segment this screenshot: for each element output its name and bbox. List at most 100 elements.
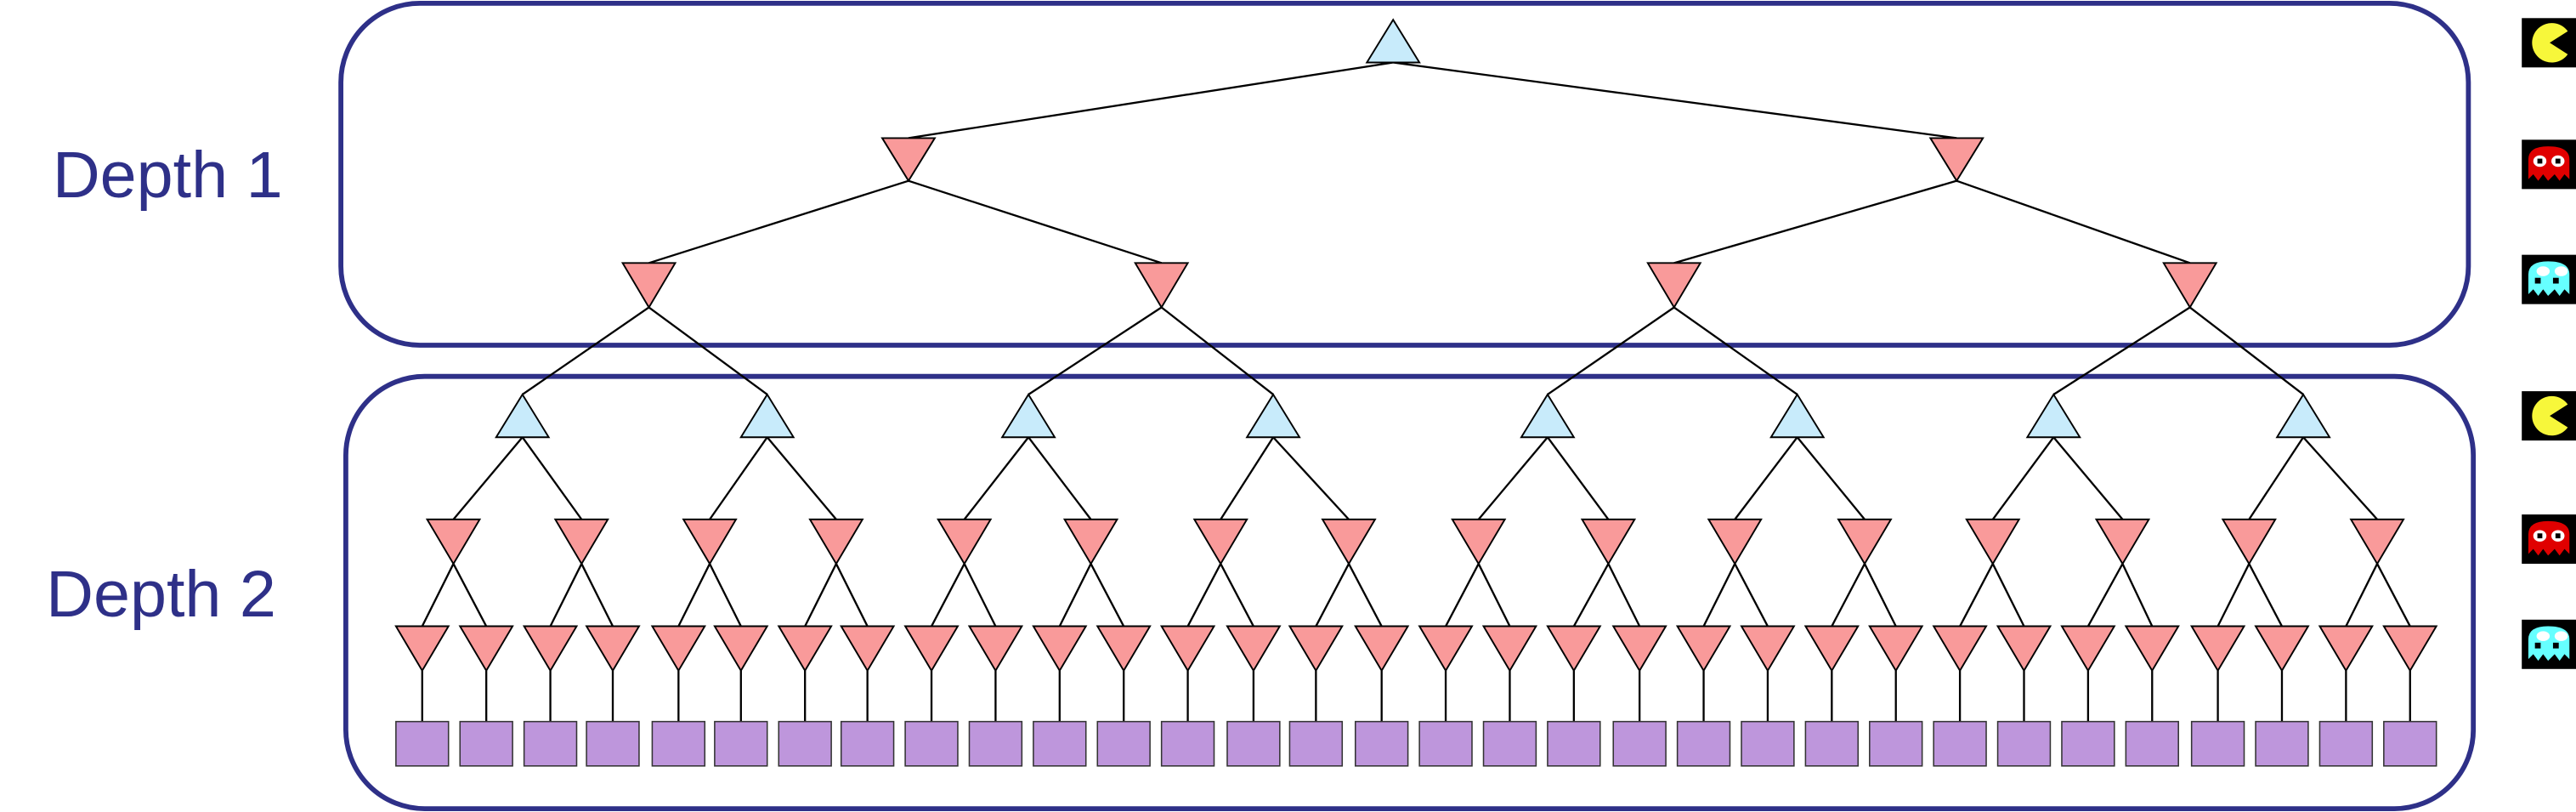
min-node-triangle [1354,625,1410,673]
depth-2-box [343,373,2477,811]
min-node-triangle [682,518,738,565]
tree-edge [1991,563,2025,627]
min-node-triangle [808,518,864,565]
min-node-triangle [2254,625,2310,673]
min-node-triangle [713,625,769,673]
leaf-node-square [1869,720,1923,767]
depth-1-label: Depth 1 [53,139,283,212]
tree-edge [1607,563,1641,627]
tree-edge [908,61,1394,139]
tree-edge [1477,436,1548,520]
min-node-triangle [777,625,833,673]
max-node-triangle [739,393,795,439]
tree-edge [1547,306,1675,395]
min-node-triangle [1996,625,2052,673]
pacman-icon [2522,391,2576,441]
tree-edge [1831,563,1866,627]
leaf-node-square [1226,720,1281,767]
max-node-triangle [2025,393,2081,439]
leaf-node-square [1096,720,1151,767]
tree-edge [908,179,1163,264]
min-node-triangle [2382,625,2438,673]
tree-edge [1160,306,1274,395]
tree-edge [1734,436,1798,520]
min-node-triangle [1226,625,1282,673]
max-node-triangle [1520,393,1576,439]
tree-edge [931,563,965,627]
max-node-triangle [1000,393,1056,439]
leaf-node-square [1741,720,1795,767]
tree-edge [2248,563,2284,627]
tree-edge [648,179,909,264]
min-node-triangle [522,625,579,673]
min-node-triangle [394,625,450,673]
tree-edges [421,61,2411,722]
cyan-ghost-icon [2522,619,2576,669]
tree-edge [2052,436,2124,520]
tree-edge [804,563,837,627]
tree-edge [766,436,837,520]
red-ghost-icon [2522,139,2576,190]
min-node-triangle [1321,518,1377,565]
leaf-node-square [1933,720,1987,767]
tree-edge [1956,179,2191,264]
leaf-node-square [2190,720,2245,767]
max-node-triangle [2275,393,2331,439]
tree-edge [2345,563,2379,627]
leaf-node-square [778,720,832,767]
tree-edge [1546,436,1610,520]
leaf-node-square [904,720,959,767]
min-node-triangle [1740,625,1796,673]
min-node-triangle [1580,518,1637,565]
min-node-triangle [1032,625,1088,673]
tree-edge [2052,306,2191,395]
red-ghost-icon [2522,514,2576,565]
min-node-triangle [425,518,482,565]
leaf-node-square [2061,720,2115,767]
tree-edge [1272,436,1350,520]
min-node-triangle [1932,625,1988,673]
min-node-triangle [2189,625,2246,673]
min-node-triangle [2162,262,2218,309]
tree-edge [709,563,742,627]
leaf-node-square [714,720,768,767]
min-node-triangle [1134,262,1190,309]
tree-edge [452,563,488,627]
tree-edge [580,563,614,627]
min-node-triangle [650,625,706,673]
min-node-triangle [1546,625,1602,673]
min-node-triangle [1928,137,1984,183]
max-node-triangle [1245,393,1301,439]
tree-edge [2189,306,2304,395]
min-node-triangle [840,625,896,673]
leaf-node-square [2383,720,2437,767]
tree-edge [648,306,768,395]
tree-edge [963,563,997,627]
tree-edge [1220,436,1275,520]
tree-edge [1090,563,1125,627]
leaf-node-square [2318,720,2374,767]
tree-edge [1673,179,1957,264]
min-node-triangle [2094,518,2151,565]
min-node-triangle [1611,625,1667,673]
min-node-triangle [2124,625,2180,673]
max-node-triangle [1769,393,1826,439]
leaf-node-square [395,720,450,767]
min-node-triangle [1707,518,1763,565]
leaf-node-square [1033,720,1087,767]
tree-edge [1673,306,1798,395]
leaf-node-square [968,720,1023,767]
tree-edge [1572,563,1610,627]
min-node-triangle [1096,625,1152,673]
min-node-triangle [1803,625,1860,673]
leaf-node-square [2255,720,2309,767]
tree-edge [2086,563,2124,627]
tree-edge [2121,563,2154,627]
min-node-triangle [937,518,993,565]
tree-edge [1028,306,1163,395]
tree-edge [1863,563,1897,627]
min-node-triangle [1965,518,2021,565]
min-node-triangle [620,262,677,309]
tree-edge [1959,563,1994,627]
min-node-triangle [2060,625,2116,673]
